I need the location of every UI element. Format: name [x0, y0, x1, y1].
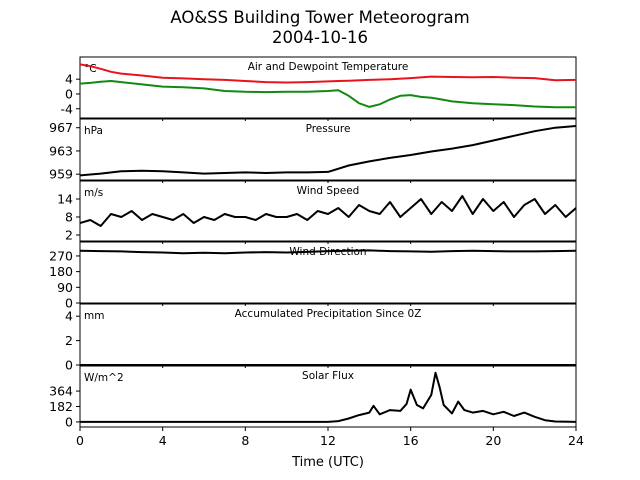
y-tick-label: 0: [65, 358, 73, 373]
panel-title: Pressure: [306, 123, 351, 135]
panel-unit-label: W/m^2: [84, 372, 124, 384]
x-tick-label: 20: [485, 433, 501, 448]
y-tick-label: 364: [49, 384, 73, 399]
data-series-line: [80, 80, 576, 109]
data-series-line: [80, 249, 576, 255]
x-axis-label: Time (UTC): [291, 455, 364, 470]
panel-unit-label: hPa: [84, 125, 103, 137]
y-tick-label: 14: [57, 192, 73, 207]
y-tick-label: 967: [49, 120, 73, 135]
x-tick-label: 24: [568, 433, 584, 448]
panel-title: Wind Speed: [297, 185, 360, 197]
x-tick-label: 8: [241, 433, 249, 448]
x-tick-label: 4: [159, 433, 167, 448]
x-tick-label: 12: [320, 433, 336, 448]
y-tick-label: 90: [57, 280, 73, 295]
y-tick-label: 4: [65, 309, 73, 324]
y-tick-label: 963: [49, 143, 73, 158]
y-tick-label: 2: [65, 228, 73, 243]
figure-date: 2004-10-16: [272, 28, 368, 47]
y-tick-label: 2: [65, 333, 73, 348]
data-series-line: [80, 371, 576, 423]
panel-title: Air and Dewpoint Temperature: [248, 61, 409, 73]
data-series-line: [80, 125, 576, 177]
y-tick-label: 0: [65, 86, 73, 101]
y-tick-label: 4: [65, 72, 73, 87]
y-tick-label: 0: [65, 414, 73, 429]
y-tick-label: 8: [65, 210, 73, 225]
data-series-line: [80, 63, 576, 84]
y-tick-label: -4: [61, 101, 74, 116]
panel-unit-label: m/s: [84, 187, 103, 199]
y-tick-label: 182: [49, 399, 73, 414]
y-tick-label: 270: [49, 248, 73, 263]
data-series-line: [80, 195, 576, 227]
y-tick-label: 959: [49, 167, 73, 182]
y-tick-label: 0: [65, 296, 73, 311]
figure-title: AO&SS Building Tower Meteorogram: [170, 8, 470, 27]
y-tick-label: 180: [49, 264, 73, 279]
x-tick-label: 0: [76, 433, 84, 448]
panel-title: Solar Flux: [302, 370, 354, 382]
x-tick-label: 16: [403, 433, 419, 448]
panel-unit-label: mm: [84, 310, 104, 322]
panel-title: Accumulated Precipitation Since 0Z: [235, 308, 422, 320]
